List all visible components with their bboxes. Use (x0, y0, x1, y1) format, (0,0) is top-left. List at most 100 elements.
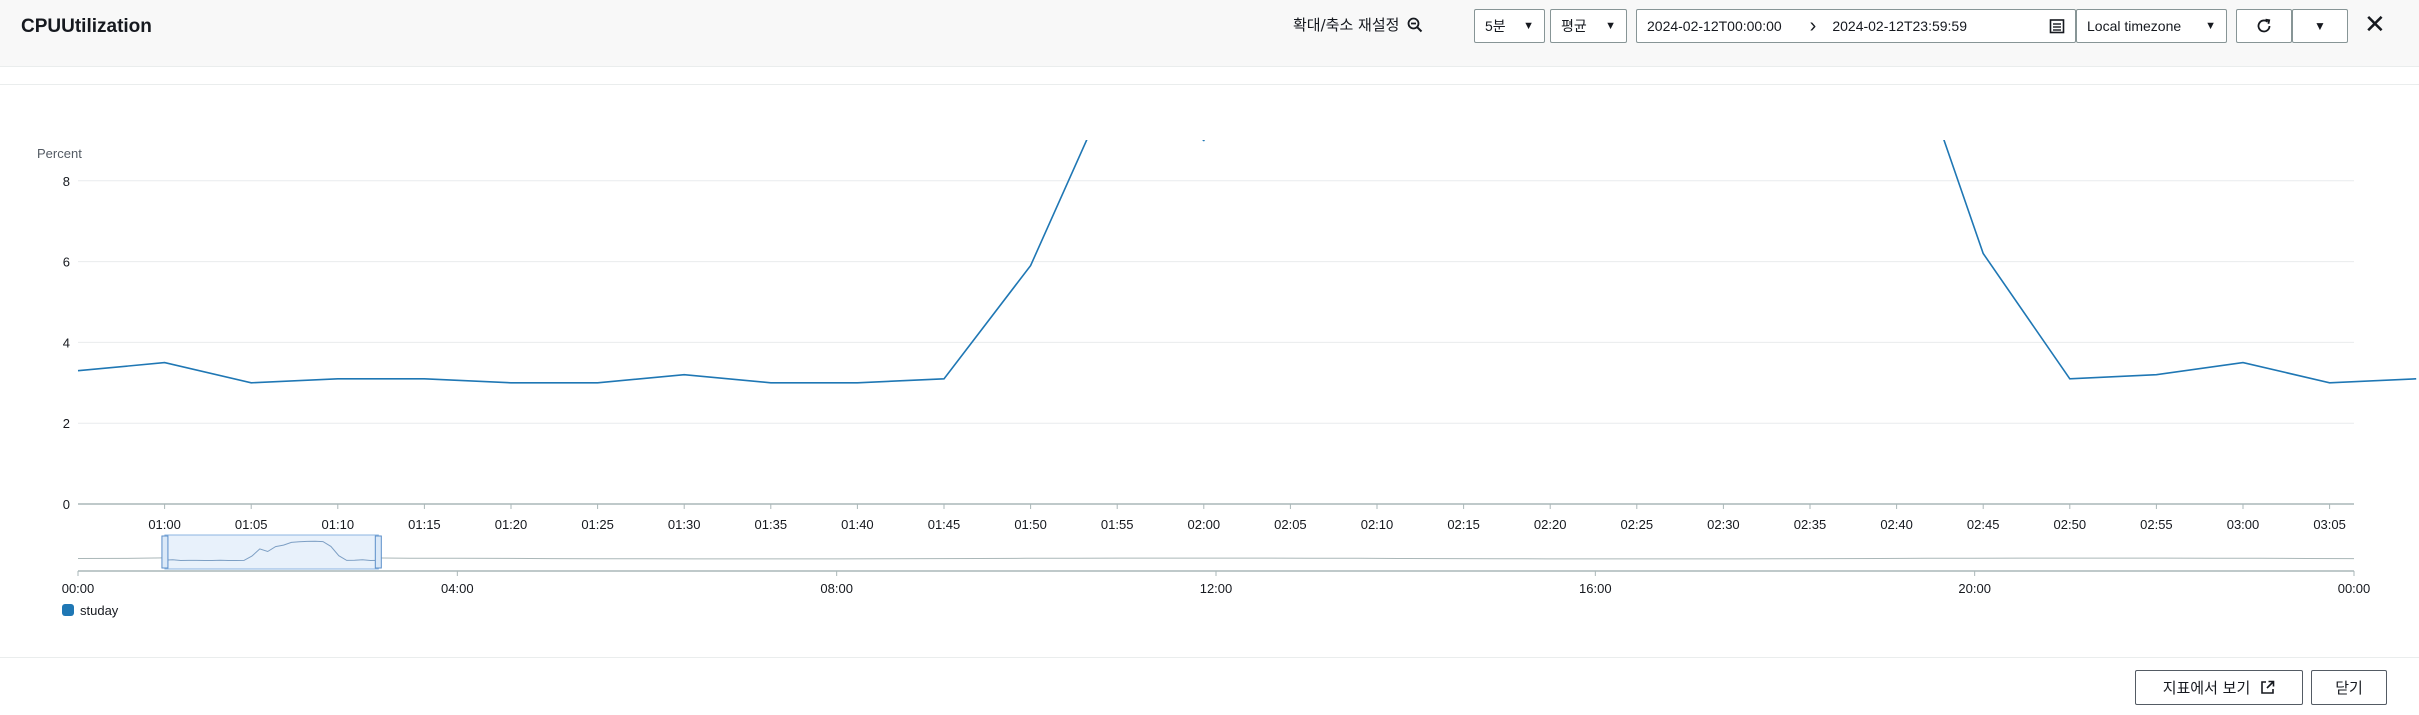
navigator-tick-label: 00:00 (2338, 581, 2371, 596)
refresh-options-dropdown[interactable]: ▼ (2292, 9, 2348, 43)
x-tick-label: 02:05 (1274, 517, 1307, 532)
caret-down-icon: ▼ (2314, 19, 2326, 33)
caret-down-icon: ▼ (2205, 20, 2216, 32)
y-tick-label: 2 (63, 416, 70, 431)
y-tick-label: 4 (63, 335, 70, 350)
data-point (422, 377, 426, 381)
y-tick-label: 6 (63, 255, 70, 270)
legend: studay (62, 603, 119, 618)
navigator-selected-series (164, 540, 379, 562)
navigator-selection (164, 534, 379, 570)
grid (78, 18, 2354, 505)
x-tick-label: 01:20 (495, 517, 528, 532)
widget-title: CPUUtilization (21, 16, 152, 37)
x-tick-label: 01:00 (148, 517, 181, 532)
y-axis-label: Percent (37, 146, 82, 161)
y-ticks: 02468101214 (56, 12, 70, 512)
x-tick-label: 01:30 (668, 517, 701, 532)
navigator-tick-label: 16:00 (1579, 581, 1612, 596)
navigator-handle (374, 535, 382, 569)
data-point (596, 381, 600, 385)
x-tick-label: 01:25 (581, 517, 614, 532)
navigator-handle (161, 535, 169, 569)
data-point (2068, 377, 2072, 381)
chevron-right-icon: › (1809, 14, 1817, 37)
period-select[interactable]: 5분 ▼ (1474, 9, 1545, 43)
reset-zoom-button[interactable]: 확대/축소 재설정 (1293, 14, 1423, 35)
divider (0, 84, 2419, 85)
widget-header: CPUUtilization 확대/축소 재설정 5분 ▼ 평균 ▼ 2024-… (0, 0, 2419, 67)
end-time: 2024-02-12T23:59:59 (1832, 18, 1968, 34)
data-point (2414, 377, 2418, 381)
x-tick-label: 01:35 (755, 517, 788, 532)
data-point (769, 381, 773, 385)
x-tick-label: 02:10 (1361, 517, 1394, 532)
x-tick-label: 02:35 (1794, 517, 1827, 532)
navigator-tick-label: 04:00 (441, 581, 474, 596)
refresh-icon (2257, 18, 2271, 33)
legend-label: studay (80, 603, 119, 618)
legend-swatch (62, 604, 74, 616)
x-tick-label: 02:30 (1707, 517, 1740, 532)
caret-down-icon: ▼ (1605, 20, 1616, 32)
close-label: 닫기 (2335, 679, 2363, 697)
zoom-out-icon (1408, 17, 1423, 32)
x-tick-label: 01:50 (1014, 517, 1047, 532)
statistic-select[interactable]: 평균 ▼ (1550, 9, 1627, 43)
data-point (2241, 361, 2245, 365)
timezone-select[interactable]: Local timezone ▼ (2076, 9, 2227, 43)
data-point (163, 361, 167, 365)
cpu-line-chart: Percent 02468101214 01:0001:0501:1001:15… (37, 0, 2418, 618)
x-tick-label: 03:00 (2227, 517, 2260, 532)
navigator-tick-label: 20:00 (1958, 581, 1991, 596)
timezone-value: Local timezone (2087, 18, 2182, 34)
data-point (942, 377, 946, 381)
series-layer (76, 0, 2418, 385)
data-point (1029, 264, 1033, 268)
data-point (509, 381, 513, 385)
x-tick-label: 02:45 (1967, 517, 2000, 532)
view-in-metrics-label: 지표에서 보기 (2162, 679, 2251, 697)
period-value: 5분 (1485, 18, 1506, 34)
data-point (336, 377, 340, 381)
x-tick-label: 01:10 (322, 517, 355, 532)
date-range-picker[interactable]: 2024-02-12T00:00:00 › 2024-02-12T23:59:5… (1636, 9, 2076, 43)
y-tick-label: 8 (63, 174, 70, 189)
data-point (2328, 381, 2332, 385)
x-tick-label: 02:50 (2054, 517, 2087, 532)
x-tick-label: 01:55 (1101, 517, 1134, 532)
x-tick-label: 02:55 (2140, 517, 2173, 532)
navigator-series (77, 538, 2355, 560)
statistic-value: 평균 (1561, 18, 1587, 34)
data-point (682, 373, 686, 377)
chart-container: Percent 02468101214 01:0001:0501:1001:15… (0, 0, 2419, 634)
y-tick-label: 0 (63, 497, 70, 512)
close-button[interactable]: 닫기 (2311, 670, 2387, 705)
calendar-icon[interactable] (2049, 18, 2065, 34)
data-point (855, 381, 859, 385)
navigator-tick-label: 00:00 (62, 581, 95, 596)
data-point (249, 381, 253, 385)
close-icon[interactable]: ✕ (2364, 10, 2386, 40)
x-tick-label: 02:00 (1188, 517, 1221, 532)
data-point (1981, 252, 1985, 256)
x-tick-label: 01:40 (841, 517, 874, 532)
x-tick-label: 02:25 (1621, 517, 1654, 532)
x-tick-label: 02:40 (1880, 517, 1913, 532)
start-time: 2024-02-12T00:00:00 (1647, 18, 1782, 34)
navigator-tick-label: 08:00 (820, 581, 853, 596)
x-tick-label: 01:15 (408, 517, 441, 532)
x-tick-label: 02:15 (1447, 517, 1480, 532)
data-point (76, 369, 80, 373)
data-point (1202, 140, 1206, 142)
view-in-metrics-button[interactable]: 지표에서 보기 (2135, 670, 2303, 705)
time-navigator[interactable]: 00:00 04:00 08:00 12:00 16:00 20:00 00:00 (62, 534, 2371, 596)
external-link-icon (2261, 680, 2275, 694)
x-tick-label: 02:20 (1534, 517, 1567, 532)
refresh-button[interactable] (2236, 9, 2292, 43)
x-tick-label: 03:05 (2313, 517, 2346, 532)
divider (0, 657, 2419, 658)
data-point (2154, 373, 2158, 377)
x-ticks: 01:00 01:05 01:10 01:15 01:20 01:25 01:30 01:35… (148, 504, 2346, 532)
navigator-tick-label: 12:00 (1200, 581, 1233, 596)
